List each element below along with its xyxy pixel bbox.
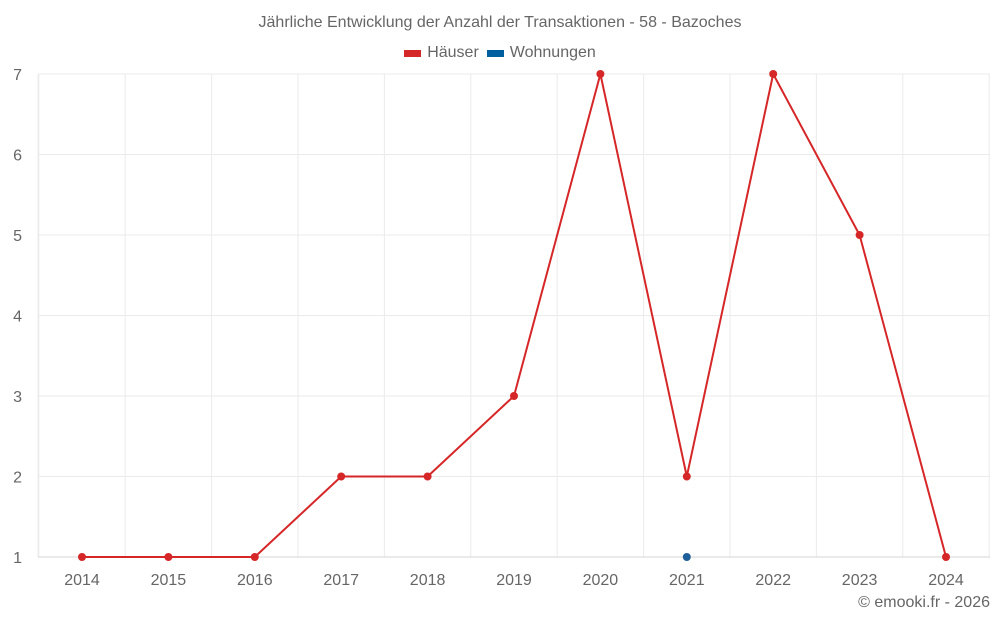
data-point[interactable] bbox=[250, 553, 259, 561]
x-tick-label: 2014 bbox=[64, 572, 100, 589]
credit-text: © emooki.fr - 2026 bbox=[858, 594, 990, 611]
x-tick-label: 2017 bbox=[323, 572, 359, 589]
x-tick-label: 2024 bbox=[928, 572, 964, 589]
data-point[interactable] bbox=[78, 553, 86, 561]
x-tick-label: 2019 bbox=[496, 572, 532, 589]
y-tick-label: 7 bbox=[13, 67, 22, 84]
x-tick-label: 2022 bbox=[755, 572, 791, 589]
x-tick-label: 2023 bbox=[842, 572, 878, 589]
y-tick-label: 3 bbox=[13, 389, 22, 406]
data-point[interactable] bbox=[682, 553, 691, 561]
y-tick-label: 5 bbox=[13, 228, 22, 245]
chart-title: Jährliche Entwicklung der Anzahl der Tra… bbox=[258, 14, 742, 31]
y-tick-label: 1 bbox=[13, 550, 22, 567]
legend-item-wohnungen[interactable]: Wohnungen bbox=[486, 44, 596, 62]
legend-swatch-wohnungen-icon bbox=[486, 49, 504, 57]
y-tick-label: 4 bbox=[13, 309, 22, 326]
data-point[interactable] bbox=[596, 70, 605, 78]
data-point[interactable] bbox=[337, 472, 346, 481]
data-point[interactable] bbox=[855, 231, 864, 239]
data-point[interactable] bbox=[682, 472, 691, 481]
data-point[interactable] bbox=[510, 392, 518, 400]
data-point[interactable] bbox=[942, 553, 950, 561]
x-tick-label: 2015 bbox=[151, 572, 187, 589]
data-point[interactable] bbox=[164, 553, 173, 561]
y-tick-label: 6 bbox=[13, 148, 22, 165]
data-point[interactable] bbox=[423, 472, 432, 481]
x-tick-label: 2016 bbox=[237, 572, 273, 589]
legend-swatch-haeuser-icon bbox=[404, 49, 422, 57]
x-tick-label: 2018 bbox=[410, 572, 446, 589]
data-point[interactable] bbox=[769, 70, 778, 78]
legend-label-wohnungen: Wohnungen bbox=[509, 44, 596, 61]
legend: Häuser Wohnungen bbox=[0, 44, 1000, 62]
x-tick-label: 2021 bbox=[669, 572, 705, 589]
legend-label-haeuser: Häuser bbox=[427, 44, 479, 61]
x-tick-label: 2020 bbox=[583, 572, 619, 589]
legend-item-haeuser[interactable]: Häuser bbox=[404, 44, 479, 62]
y-tick-label: 2 bbox=[13, 470, 22, 487]
